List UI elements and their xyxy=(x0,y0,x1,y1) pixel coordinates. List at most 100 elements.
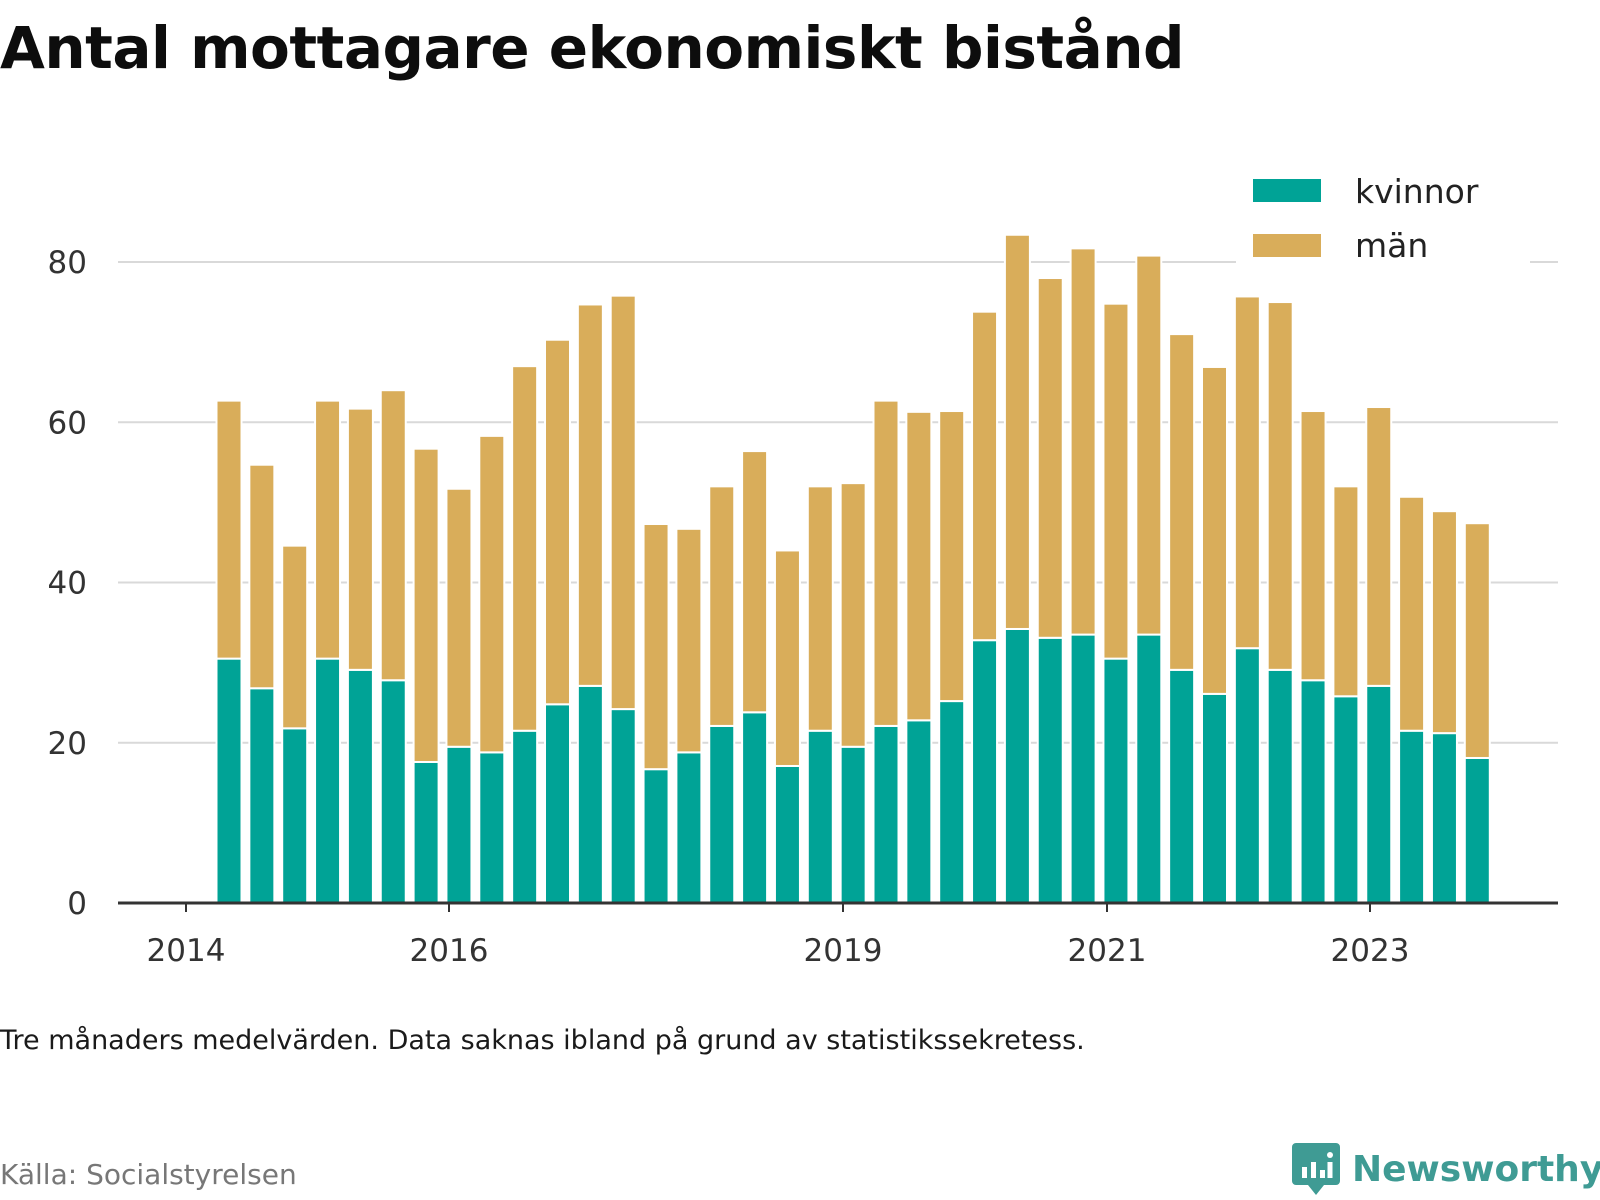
y-tick-label: 0 xyxy=(67,886,87,922)
x-tick-label: 2014 xyxy=(147,933,226,969)
bar-man xyxy=(576,303,604,687)
bar-man xyxy=(773,549,801,767)
source-label: Källa: Socialstyrelsen xyxy=(0,1158,297,1191)
chart-title: Antal mottagare ekonomiskt bistånd xyxy=(0,14,1185,82)
bar-kvinnor xyxy=(346,668,374,904)
bar-man xyxy=(1266,301,1294,671)
y-tick-label: 60 xyxy=(48,405,87,441)
bar-man xyxy=(1332,485,1360,698)
bar-man xyxy=(971,310,999,642)
bar-kvinnor xyxy=(609,708,637,904)
stacked-bar-chart: 0 20 40 60 80 2014 2016 2019 2021 2023 kvinnor m… xyxy=(48,172,1558,969)
bar-kvinnor xyxy=(445,745,473,904)
bar-kvinnor xyxy=(1299,679,1327,904)
bar-man xyxy=(1299,410,1327,682)
bar-man xyxy=(905,410,933,722)
bar-kvinnor xyxy=(741,711,769,904)
bar-man xyxy=(642,523,670,771)
bar-man xyxy=(379,389,407,682)
bar-kvinnor xyxy=(1365,684,1393,905)
bar-man xyxy=(675,527,703,754)
bar-man xyxy=(1168,333,1196,671)
brand-name: Newsworthy xyxy=(1352,1148,1600,1190)
bar-kvinnor xyxy=(511,729,539,905)
bar-kvinnor xyxy=(971,639,999,904)
bar-man xyxy=(839,482,867,748)
bar-kvinnor xyxy=(675,751,703,904)
x-tick-label: 2023 xyxy=(1331,933,1410,969)
brand: Newsworthy xyxy=(1292,1143,1600,1195)
x-tick-label: 2021 xyxy=(1068,933,1147,969)
bar-kvinnor xyxy=(379,679,407,904)
bar-man xyxy=(346,407,374,671)
bar-man xyxy=(314,399,342,660)
bar-man xyxy=(544,338,571,706)
bar-kvinnor xyxy=(1201,692,1228,905)
x-tick-label: 2016 xyxy=(410,933,489,969)
bar-kvinnor xyxy=(412,760,440,904)
newsworthy-logo-icon xyxy=(1292,1143,1340,1195)
bar-man xyxy=(1036,277,1064,639)
bar-man xyxy=(1003,233,1031,630)
bar-man xyxy=(708,485,736,727)
bar-man xyxy=(1201,365,1228,695)
bar-man xyxy=(938,410,966,703)
bar-kvinnor xyxy=(1233,647,1261,905)
y-tick-label: 80 xyxy=(48,245,87,281)
bar-man xyxy=(1102,302,1130,660)
chart-note: Tre månaders medelvärden. Data saknas ib… xyxy=(0,1025,1085,1056)
bar-man xyxy=(806,485,834,732)
bar-kvinnor xyxy=(1266,668,1294,904)
bar-man xyxy=(412,447,440,763)
bar-man xyxy=(1365,406,1393,687)
bar-kvinnor xyxy=(1003,627,1031,904)
legend-swatch-kvinnor xyxy=(1253,179,1321,202)
bar-man xyxy=(609,294,637,711)
bar-kvinnor xyxy=(1069,633,1097,904)
bar-man xyxy=(1430,510,1458,735)
bar-kvinnor xyxy=(314,657,342,905)
bar-man xyxy=(1398,495,1426,732)
y-tick-label: 40 xyxy=(48,566,87,602)
legend: kvinnor män xyxy=(1236,172,1530,266)
bar-kvinnor xyxy=(708,724,736,905)
bar-kvinnor xyxy=(773,764,801,905)
bar-man xyxy=(741,450,769,714)
bar-man xyxy=(511,365,539,732)
bar-kvinnor xyxy=(544,703,571,904)
bar-man xyxy=(445,487,473,748)
bar-kvinnor xyxy=(1135,633,1163,904)
bar-man xyxy=(1463,522,1491,759)
bar-man xyxy=(478,434,506,754)
bar-kvinnor xyxy=(1168,668,1196,904)
bar-kvinnor xyxy=(1398,729,1426,905)
bar-man xyxy=(1233,295,1261,650)
bar-man xyxy=(872,399,900,727)
x-axis-ticks: 2014 2016 2019 2021 2023 xyxy=(147,903,1410,969)
bar-kvinnor xyxy=(478,751,506,904)
legend-swatch-man xyxy=(1253,234,1321,257)
y-axis-ticks: 0 20 40 60 80 xyxy=(48,245,87,922)
bar-kvinnor xyxy=(248,687,276,905)
bar-man xyxy=(215,399,243,660)
bars xyxy=(215,233,1491,905)
bar-kvinnor xyxy=(905,719,933,904)
bar-kvinnor xyxy=(1463,756,1491,904)
bar-man xyxy=(281,544,309,730)
bar-kvinnor xyxy=(839,745,867,904)
bar-kvinnor xyxy=(938,700,966,905)
y-tick-label: 20 xyxy=(48,726,87,762)
bar-kvinnor xyxy=(576,684,604,905)
bar-kvinnor xyxy=(1332,695,1360,905)
bar-kvinnor xyxy=(1036,636,1064,904)
bar-kvinnor xyxy=(872,724,900,905)
bar-man xyxy=(248,463,276,690)
bar-man xyxy=(1069,247,1097,636)
bar-man xyxy=(1135,254,1163,636)
bar-kvinnor xyxy=(806,729,834,905)
bar-kvinnor xyxy=(642,768,670,904)
bar-kvinnor xyxy=(215,657,243,905)
bar-kvinnor xyxy=(1430,732,1458,905)
x-tick-label: 2019 xyxy=(804,933,883,969)
legend-label-man: män xyxy=(1355,226,1428,265)
